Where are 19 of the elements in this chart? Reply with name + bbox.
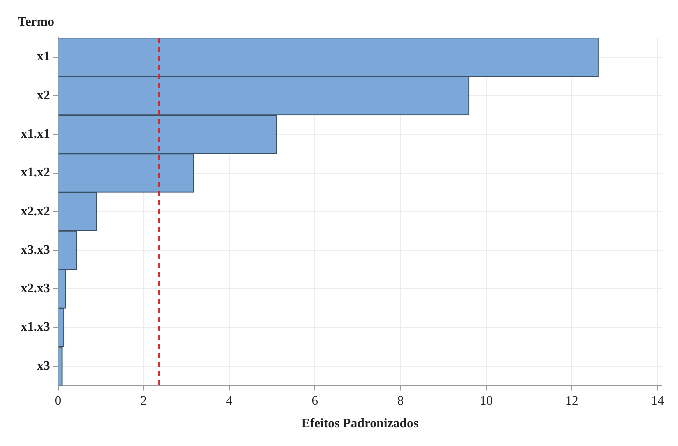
- y-axis-title: Termo: [18, 14, 54, 29]
- y-tick-label: x1.x3: [21, 319, 51, 334]
- x-axis-title: Efeitos Padronizados: [302, 416, 419, 431]
- y-tick-label: x3: [37, 358, 51, 373]
- y-tick-label: x2.x2: [21, 203, 50, 218]
- x-tick-label: 10: [480, 393, 493, 408]
- x-tick-label: 0: [55, 393, 62, 408]
- y-tick-label: x2.x3: [21, 280, 51, 296]
- x-tick-label: 14: [651, 393, 665, 408]
- y-tick-label: x1.x1: [21, 126, 50, 141]
- y-tick-label: x2: [37, 87, 50, 102]
- x-tick-label: 4: [226, 393, 234, 408]
- x-tick-label: 2: [140, 393, 148, 408]
- x-tick-label: 12: [566, 393, 579, 408]
- y-tick-label: x1.x2: [21, 164, 50, 180]
- y-tick-label: x1: [37, 48, 50, 64]
- x-tick-label: 6: [312, 393, 319, 408]
- y-tick-label: x3.x3: [21, 242, 51, 257]
- x-tick-label: 8: [398, 393, 404, 408]
